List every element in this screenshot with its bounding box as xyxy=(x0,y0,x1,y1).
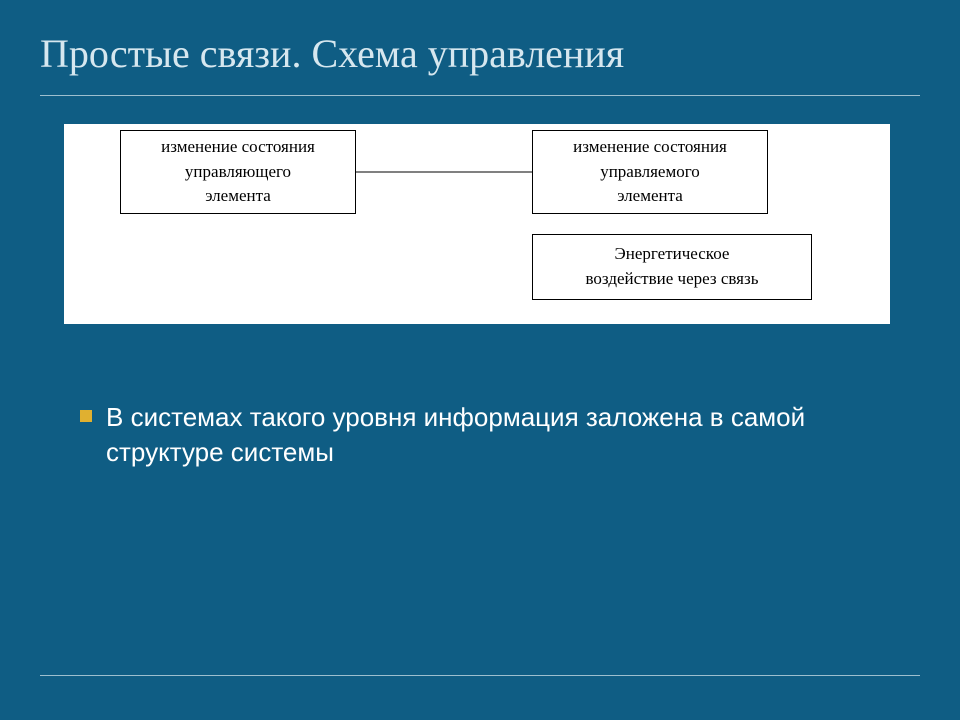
node-line: элемента xyxy=(205,184,271,209)
node-line: элемента xyxy=(617,184,683,209)
node-controlling-element: изменение состояния управляющего элемент… xyxy=(120,130,356,214)
footer-rule xyxy=(40,675,920,676)
node-line: изменение состояния xyxy=(161,135,315,160)
node-line: управляемого xyxy=(600,160,700,185)
bullet-marker-icon xyxy=(80,410,92,422)
diagram: изменение состояния управляющего элемент… xyxy=(64,124,890,324)
slide: Простые связи. Схема управления изменени… xyxy=(0,0,960,720)
node-line: воздействие через связь xyxy=(586,267,759,292)
body-text-area: В системах такого уровня информация зало… xyxy=(80,400,910,470)
bullet-text: В системах такого уровня информация зало… xyxy=(106,400,910,470)
node-line: управляющего xyxy=(185,160,291,185)
node-energy-effect: Энергетическое воздействие через связь xyxy=(532,234,812,300)
bullet-item: В системах такого уровня информация зало… xyxy=(80,400,910,470)
node-line: Энергетическое xyxy=(615,242,730,267)
node-controlled-element: изменение состояния управляемого элемент… xyxy=(532,130,768,214)
title-underline xyxy=(40,95,920,96)
node-line: изменение состояния xyxy=(573,135,727,160)
slide-title: Простые связи. Схема управления xyxy=(30,20,930,95)
